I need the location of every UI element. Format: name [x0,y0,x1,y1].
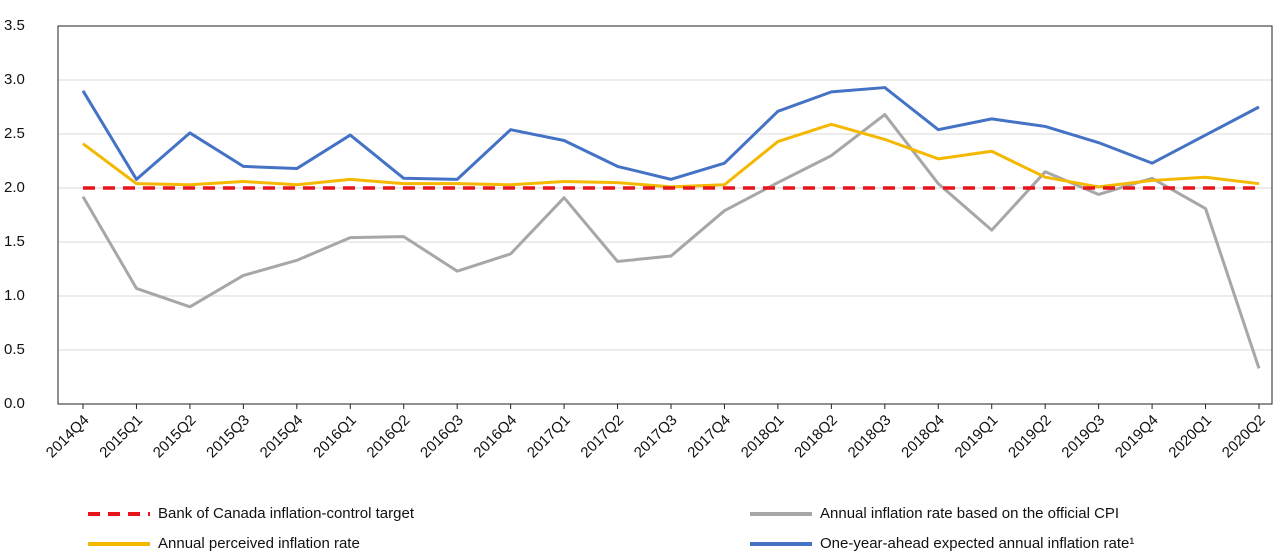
series-line [81,86,1260,181]
y-tick-label: 3.5 [4,17,25,34]
x-tick-label: 2015Q4 [257,412,307,462]
x-tick-label: 2018Q4 [898,412,948,462]
legend-label: One-year-ahead expected annual inflation… [820,535,1134,552]
y-tick-label: 1.5 [4,233,25,250]
y-tick-label: 1.0 [4,287,25,304]
legend-label: Annual perceived inflation rate [158,535,360,552]
x-tick-label: 2019Q1 [952,412,1002,462]
legend-label: Bank of Canada inflation-control target [158,505,415,522]
y-tick-label: 0.0 [4,395,25,412]
x-tick-label: 2019Q4 [1112,412,1162,462]
y-tick-label: 2.5 [4,125,25,142]
x-tick-label: 2016Q4 [470,412,520,462]
x-tick-label: 2018Q1 [738,412,788,462]
x-tick-label: 2015Q2 [150,412,200,462]
x-tick-label: 2017Q1 [524,412,574,462]
x-tick-label: 2020Q2 [1219,412,1269,462]
plot-frame [57,25,1273,405]
x-tick-label: 2015Q1 [96,412,146,462]
x-tick-label: 2018Q3 [845,412,895,462]
x-tick-label: 2020Q1 [1165,412,1215,462]
x-tick-label: 2016Q1 [310,412,360,462]
y-tick-label: 0.5 [4,341,25,358]
x-tick-label: 2017Q2 [577,412,627,462]
x-tick-label: 2019Q2 [1005,412,1055,462]
x-tick-label: 2017Q4 [684,412,734,462]
x-tick-label: 2014Q4 [43,412,93,462]
series-line [81,113,1261,369]
y-tick-label: 3.0 [4,71,25,88]
x-tick-label: 2019Q3 [1058,412,1108,462]
x-tick-label: 2016Q3 [417,412,467,462]
x-tick-label: 2017Q3 [631,412,681,462]
y-tick-label: 2.0 [4,179,25,196]
x-tick-label: 2016Q2 [364,412,414,462]
legend-label: Annual inflation rate based on the offic… [820,505,1119,522]
x-tick-label: 2015Q3 [203,412,253,462]
x-tick-label: 2018Q2 [791,412,841,462]
